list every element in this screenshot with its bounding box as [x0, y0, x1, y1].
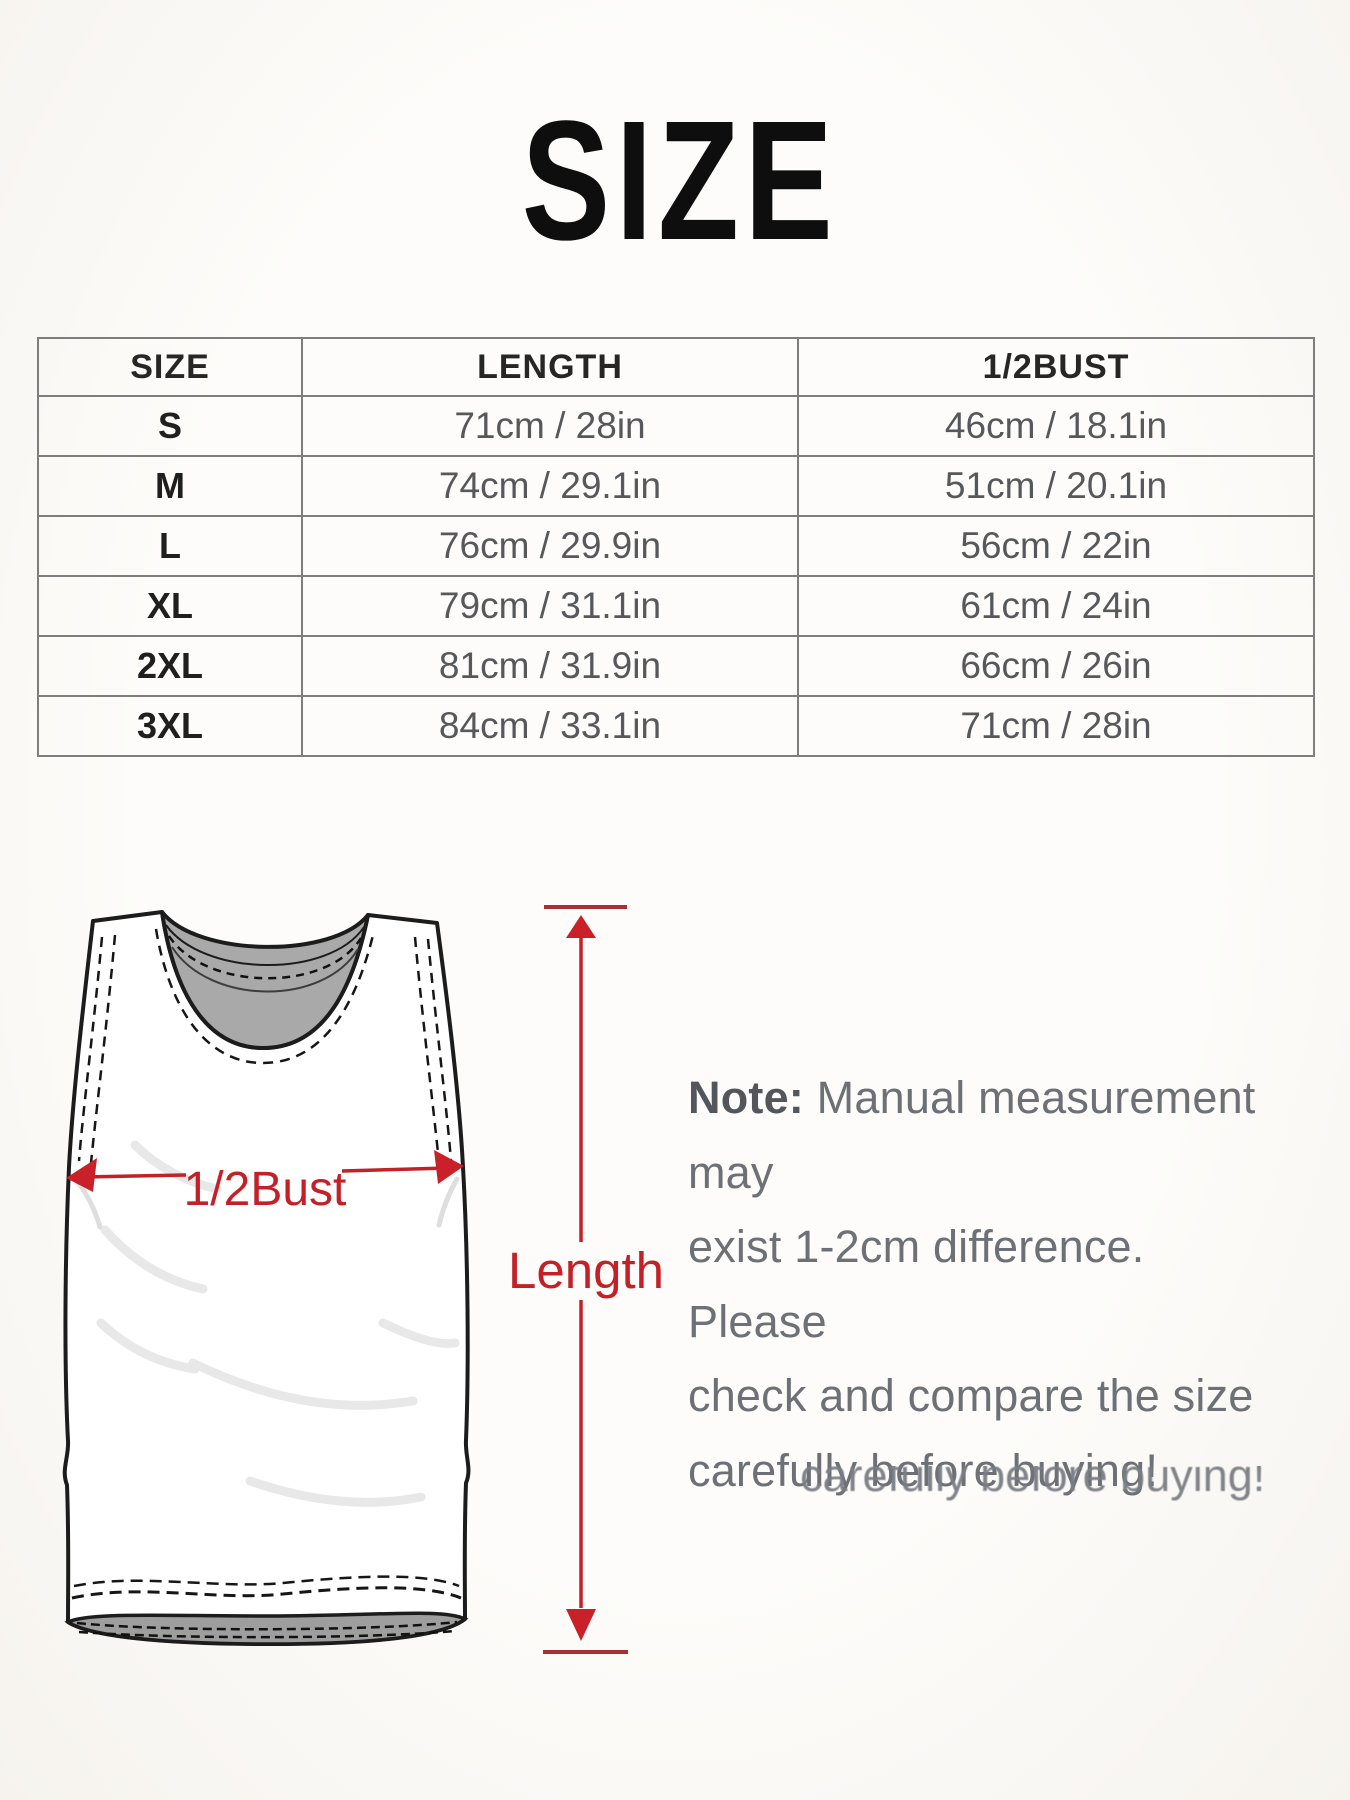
size-value: S — [37, 395, 303, 457]
table-row: S 71cm / 28in 46cm / 18.1in — [37, 395, 1315, 457]
half-bust-value: 51cm / 20.1in — [797, 455, 1315, 517]
left-armhole-stitch-inner — [89, 934, 117, 1164]
collar-seams — [165, 924, 365, 993]
page-title: SIZE — [521, 86, 839, 276]
note-line-1: Manual measurement may — [688, 1072, 1256, 1198]
size-value: M — [37, 455, 303, 517]
length-arrowhead-top — [566, 915, 596, 938]
table-row: L 76cm / 29.9in 56cm / 22in — [37, 515, 1315, 577]
fabric-wrinkles — [96, 1140, 460, 1507]
table-row: M 74cm / 29.1in 51cm / 20.1in — [37, 455, 1315, 517]
half-bust-value: 71cm / 28in — [797, 695, 1315, 757]
length-value: 74cm / 29.1in — [301, 455, 799, 517]
hem-band-stitches — [76, 1620, 458, 1639]
header-half-bust: 1/2BUST — [797, 337, 1315, 397]
note-line: exist 1-2cm difference. Please — [688, 1221, 1145, 1347]
length-value: 76cm / 29.9in — [301, 515, 799, 577]
note-line: carefully before buying! — [688, 1444, 1159, 1496]
header-size: SIZE — [37, 337, 303, 397]
table-header-row: SIZE LENGTH 1/2BUST — [37, 337, 1315, 397]
measurement-note: Note: Manual measurement may exist 1-2cm… — [688, 1061, 1268, 1508]
table-row: XL 79cm / 31.1in 61cm / 24in — [37, 575, 1315, 637]
length-value: 71cm / 28in — [301, 395, 799, 457]
ghost-artifact-text: carefully before buying! — [800, 1450, 1266, 1501]
tank-top-illustration — [62, 910, 471, 1646]
half-bust-value: 66cm / 26in — [797, 635, 1315, 697]
half-bust-value: 61cm / 24in — [797, 575, 1315, 637]
length-value: 79cm / 31.1in — [301, 575, 799, 637]
length-value: 84cm / 33.1in — [301, 695, 799, 757]
size-value: L — [37, 515, 303, 577]
right-armhole-stitch — [426, 938, 453, 1162]
left-armhole-stitch — [77, 936, 104, 1162]
half-bust-value: 56cm / 22in — [797, 515, 1315, 577]
neckline-stitch — [154, 928, 376, 1065]
stitching-dashes — [77, 928, 453, 1164]
size-table: SIZE LENGTH 1/2BUST S 71cm / 28in 46cm /… — [37, 337, 1315, 757]
size-value: 2XL — [37, 635, 303, 697]
length-arrowhead-bottom — [566, 1609, 596, 1641]
note-prefix: Note: — [688, 1072, 804, 1123]
table-row: 2XL 81cm / 31.9in 66cm / 26in — [37, 635, 1315, 697]
size-value: 3XL — [37, 695, 303, 757]
neck-opening — [160, 910, 370, 1050]
hem-stitching — [71, 1575, 462, 1600]
note-line: Note: Manual measurement may — [688, 1061, 1268, 1210]
size-value: XL — [37, 575, 303, 637]
length-value: 81cm / 31.9in — [301, 635, 799, 697]
note-line: check and compare the size — [688, 1370, 1254, 1421]
length-dimension-arrow: Length — [508, 905, 664, 1654]
right-armhole-stitch-inner — [413, 936, 441, 1164]
length-dimension-label: Length — [508, 1242, 664, 1299]
table-row: 3XL 84cm / 33.1in 71cm / 28in — [37, 695, 1315, 757]
half-bust-value: 46cm / 18.1in — [797, 395, 1315, 457]
header-length: LENGTH — [301, 337, 799, 397]
